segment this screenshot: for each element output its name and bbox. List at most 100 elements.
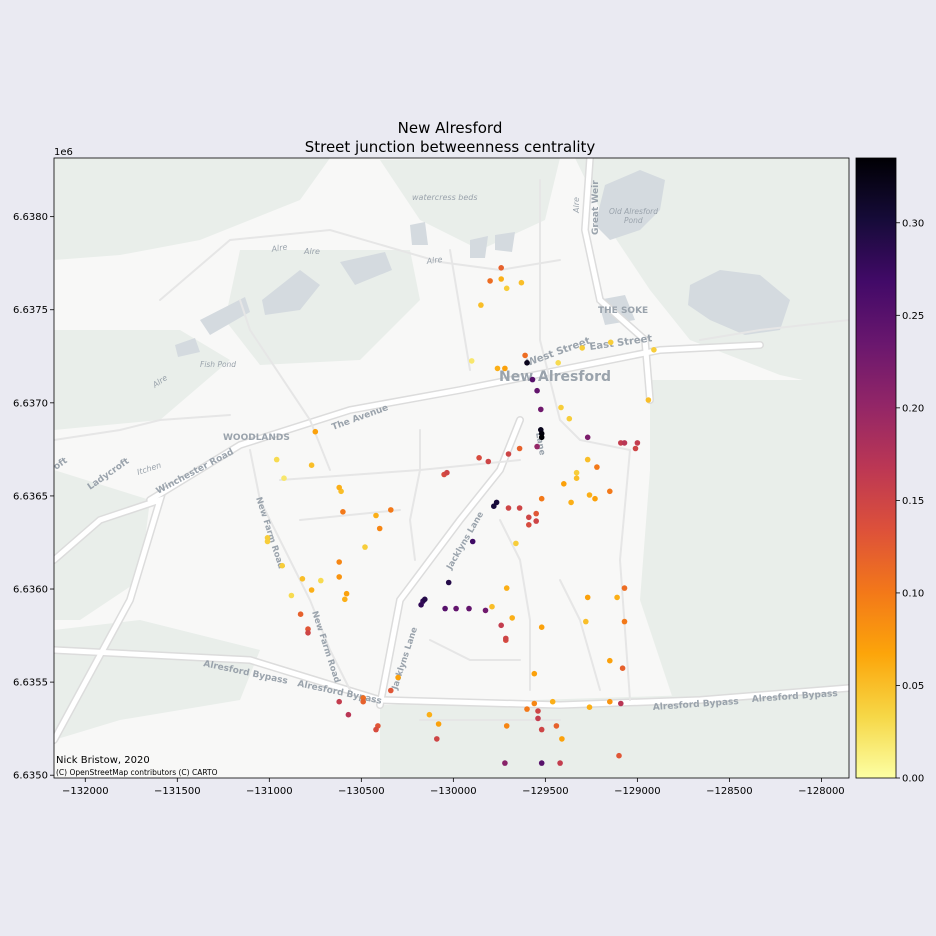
junction-point [373,726,379,733]
junction-point [305,630,311,636]
junction-point [524,706,530,712]
junction-point [645,397,652,403]
junction-points [264,265,657,766]
colorbar-tick-label: 0.00 [902,774,924,785]
junction-point [621,585,628,591]
junction-point [426,711,433,718]
title-line-1: New Alresford [397,119,503,137]
junction-point [555,360,561,366]
x-tick-label: −128500 [706,786,753,797]
junction-point [616,752,622,759]
label-alre-3: Alre [425,255,443,266]
junction-point [557,760,563,766]
junction-point [336,698,343,705]
x-tick-label: −131500 [154,786,201,797]
junction-point [288,592,295,599]
junction-point [502,365,508,372]
junction-point [336,484,343,491]
colorbar-tick-label: 0.30 [902,218,924,229]
x-tick-label: −130500 [338,786,385,797]
junction-point [607,698,613,705]
junction-point [297,611,304,617]
junction-point [592,495,598,502]
junction-point [621,440,628,446]
junction-point [273,456,280,463]
junction-point [336,574,343,580]
junction-point [531,700,538,707]
junction-point [538,624,545,630]
y-tick-label: 6.6380 [13,212,48,223]
junction-point [526,522,532,528]
junction-point [538,760,545,766]
label-great-weir: Great Weir [591,180,601,235]
junction-point [531,670,538,677]
junction-point [482,607,489,614]
colorbar: 0.00 0.05 0.10 0.15 0.20 0.25 0.30 [855,157,924,785]
label-alre-5: Alre [572,197,581,214]
colorbar-tick-label: 0.20 [902,403,924,414]
junction-point [264,538,271,545]
y-tick-label: 6.6375 [13,305,48,316]
junction-point [418,602,424,608]
junction-point [502,760,508,766]
junction-point [445,579,452,586]
junction-point [607,339,614,346]
junction-point [513,540,519,547]
y-tick-label: 6.6365 [13,491,48,502]
junction-point [498,276,505,282]
x-tick-label: −131000 [246,786,293,797]
junction-point [360,698,367,705]
junction-point [614,594,620,601]
x-tick-label: −130000 [430,786,477,797]
y-tick-label: 6.6355 [13,678,48,689]
junction-point [621,618,628,625]
junction-point [453,605,459,612]
junction-point [503,723,510,729]
basemap: watercress beds Great Weir Old Alresford… [54,158,849,778]
junction-point [583,618,589,625]
junction-point [422,596,428,603]
y-axis: 6.6350 6.6355 6.6360 6.6365 6.6370 6.6375 6.63… [13,212,54,782]
colorbar-tick-label: 0.05 [902,681,924,692]
x-axis: −132000 −131500 −131000 −130500 −130000 −1295… [62,778,845,797]
label-watercress-beds: watercress beds [412,193,478,202]
junction-point [343,590,350,597]
junction-point [535,715,541,722]
y-axis-exponent: 1e6 [54,147,73,158]
colorbar-frame [855,157,897,779]
junction-point [498,265,505,271]
colorbar-tick-label: 0.25 [902,311,924,322]
junction-point [584,434,591,441]
junction-point [395,674,401,681]
x-tick-label: −129000 [614,786,661,797]
x-tick-label: −129500 [522,786,569,797]
label-alre-2: Alre [303,247,320,256]
junction-point [442,605,448,612]
junction-point [340,509,346,515]
junction-point [491,503,497,510]
junction-point [526,514,532,521]
junction-point [594,464,600,470]
junction-point [388,687,394,694]
y-tick-label: 6.6370 [13,398,48,409]
colorbar-fill [856,158,896,778]
junction-point [279,562,286,569]
label-old-alresford-pond-2: Pond [624,216,643,225]
label-fish-pond: Fish Pond [200,360,236,369]
junction-point [444,469,450,476]
junction-point [586,492,593,498]
junction-point [549,698,556,705]
title-line-2: Street junction betweenness centrality [304,138,596,156]
label-new-alresford: New Alresford [499,369,611,385]
junction-point [505,451,512,457]
junction-point [281,475,287,482]
junction-point [466,605,472,612]
junction-point [573,475,580,482]
junction-point [568,499,574,506]
junction-point [534,387,540,394]
junction-point [518,279,525,286]
junction-point [584,456,591,463]
junction-point [516,505,523,511]
junction-point [299,576,306,582]
